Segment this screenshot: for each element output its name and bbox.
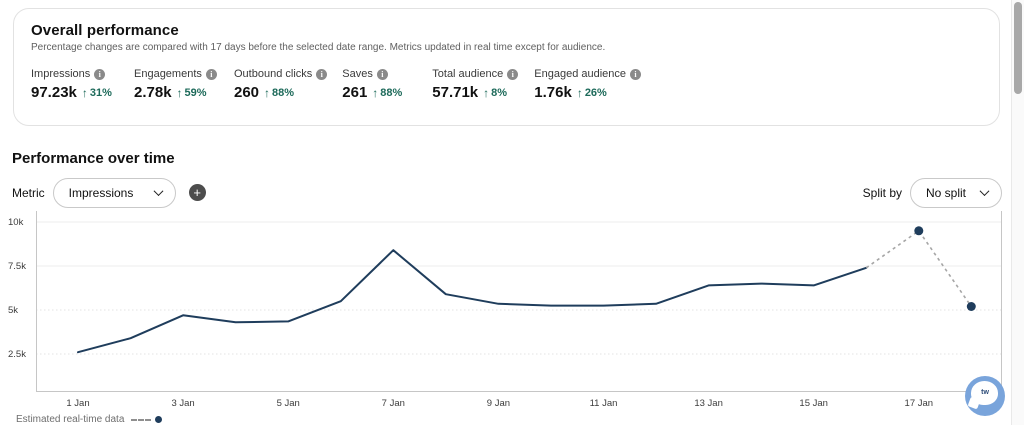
metric-change: ↑ 26%: [577, 87, 607, 99]
chat-widget-button[interactable]: tw: [965, 376, 1005, 416]
up-arrow-icon: ↑: [483, 85, 490, 100]
metric-change-pct: 88%: [380, 86, 403, 99]
performance-line-chart[interactable]: 10k 7.5k 5k 2.5k 1 Jan 3 Jan 5 Jan 7 Jan 9 Jan 11…: [0, 205, 1010, 417]
overall-performance-card: Overall performance Percentage changes a…: [13, 8, 1000, 126]
metric-total-audience: Total audience i 57.71k ↑ 8%: [432, 68, 519, 101]
metric-value-row: 1.76k ↑ 26%: [534, 84, 641, 101]
split-by-label: Split by: [862, 185, 902, 200]
info-icon[interactable]: i: [205, 68, 217, 80]
metric-change-pct: 26%: [584, 86, 607, 99]
chevron-down-icon: [153, 186, 164, 197]
card-subtitle: Percentage changes are compared with 17 …: [31, 42, 606, 53]
metric-dropdown-value: Impressions: [68, 185, 134, 200]
metric-label-row: Saves i: [342, 68, 417, 80]
metric-value-row: 57.71k ↑ 8%: [432, 84, 519, 101]
metric-label: Impressions: [31, 68, 91, 80]
metric-engagements: Engagements i 2.78k ↑ 59%: [134, 68, 219, 101]
metric-saves: Saves i 261 ↑ 88%: [342, 68, 417, 101]
metric-change-pct: 8%: [491, 86, 508, 99]
metric-label: Saves: [342, 68, 373, 80]
metric-outbound-clicks: Outbound clicks i 260 ↑ 88%: [234, 68, 328, 101]
card-title: Overall performance: [31, 22, 179, 39]
metric-label-row: Impressions i: [31, 68, 119, 80]
info-icon[interactable]: i: [376, 68, 388, 80]
svg-text:7.5k: 7.5k: [8, 261, 26, 272]
chat-bubble-icon: [971, 381, 998, 405]
metric-value: 2.78k: [134, 84, 172, 101]
metric-label-row: Outbound clicks i: [234, 68, 328, 80]
metric-change: ↑ 8%: [483, 87, 507, 99]
chart-legend: Estimated real-time data: [16, 413, 163, 425]
scrollbar-thumb[interactable]: [1014, 2, 1022, 94]
metric-value-row: 2.78k ↑ 59%: [134, 84, 219, 101]
up-arrow-icon: ↑: [264, 85, 271, 100]
metric-value: 57.71k: [432, 84, 479, 101]
metric-label: Engaged audience: [534, 68, 627, 80]
svg-text:3 Jan: 3 Jan: [171, 398, 194, 409]
svg-text:15 Jan: 15 Jan: [799, 398, 828, 409]
up-arrow-icon: ↑: [372, 85, 379, 100]
svg-text:7 Jan: 7 Jan: [382, 398, 405, 409]
svg-text:5 Jan: 5 Jan: [277, 398, 300, 409]
metric-value-row: 261 ↑ 88%: [342, 84, 417, 101]
up-arrow-icon: ↑: [576, 85, 583, 100]
scrollbar-track[interactable]: [1011, 0, 1024, 425]
dashed-line-sample-icon: [131, 418, 152, 421]
svg-text:2.5k: 2.5k: [8, 349, 26, 360]
metric-change: ↑ 59%: [177, 87, 207, 99]
metric-change-pct: 31%: [89, 86, 112, 99]
metric-value: 261: [342, 84, 368, 101]
svg-text:17 Jan: 17 Jan: [905, 398, 934, 409]
chat-widget-label: tw: [981, 389, 989, 396]
svg-text:13 Jan: 13 Jan: [694, 398, 723, 409]
metric-value-row: 97.23k ↑ 31%: [31, 84, 119, 101]
metric-label-row: Total audience i: [432, 68, 519, 80]
info-icon[interactable]: i: [316, 68, 328, 80]
metric-dropdown-label: Metric: [12, 185, 45, 200]
dot-sample-icon: [155, 416, 163, 423]
split-by-value: No split: [926, 185, 967, 200]
up-arrow-icon: ↑: [176, 85, 183, 100]
metric-change: ↑ 88%: [264, 87, 294, 99]
svg-text:10k: 10k: [8, 217, 24, 228]
info-icon[interactable]: i: [94, 68, 106, 80]
metric-engaged-audience: Engaged audience i 1.76k ↑ 26%: [534, 68, 642, 101]
metric-change: ↑ 31%: [82, 87, 112, 99]
metric-label-row: Engaged audience i: [534, 68, 642, 80]
section-title: Performance over time: [12, 150, 175, 167]
metric-change: ↑ 88%: [372, 87, 402, 99]
svg-text:9 Jan: 9 Jan: [487, 398, 510, 409]
metric-impressions: Impressions i 97.23k ↑ 31%: [31, 68, 119, 101]
info-icon[interactable]: i: [630, 68, 642, 80]
chart-controls: Metric Impressions + Split by No split: [12, 177, 1002, 208]
metric-label: Outbound clicks: [234, 68, 313, 80]
up-arrow-icon: ↑: [81, 85, 88, 100]
info-icon[interactable]: i: [507, 68, 519, 80]
metric-value: 97.23k: [31, 84, 77, 101]
metric-label-row: Engagements i: [134, 68, 219, 80]
svg-text:5k: 5k: [8, 305, 18, 316]
metric-value: 1.76k: [534, 84, 572, 101]
metric-label: Total audience: [432, 68, 504, 80]
metric-change-pct: 88%: [272, 86, 295, 99]
split-by-dropdown[interactable]: No split: [910, 177, 1002, 208]
metric-value-row: 260 ↑ 88%: [234, 84, 327, 101]
metric-dropdown[interactable]: Impressions: [52, 177, 176, 208]
metric-label: Engagements: [134, 68, 202, 80]
legend-estimated-label: Estimated real-time data: [16, 414, 125, 425]
add-metric-button[interactable]: +: [188, 184, 206, 201]
svg-text:11 Jan: 11 Jan: [590, 398, 618, 409]
metrics-row: Impressions i 97.23k ↑ 31% Engagements i: [31, 68, 982, 101]
metric-value: 260: [234, 84, 260, 101]
svg-text:1 Jan: 1 Jan: [66, 398, 89, 409]
chevron-down-icon: [979, 186, 990, 197]
metric-change-pct: 59%: [184, 86, 207, 99]
